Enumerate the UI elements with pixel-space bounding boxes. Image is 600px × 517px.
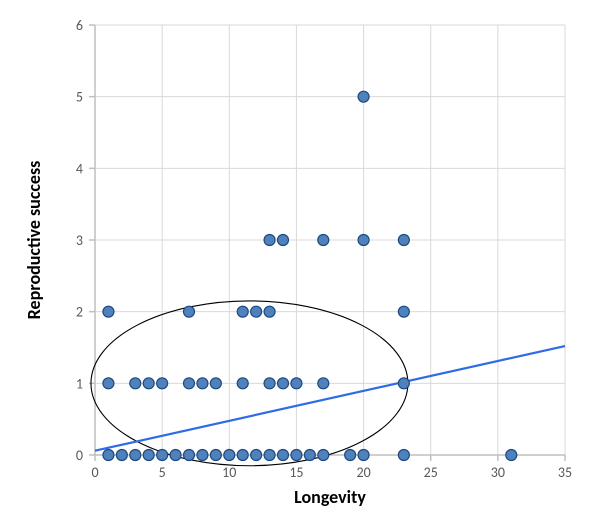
data-point — [103, 378, 114, 389]
x-tick-label: 15 — [289, 464, 303, 481]
data-point — [224, 450, 235, 461]
x-tick-label: 25 — [424, 464, 438, 481]
data-point — [398, 306, 409, 317]
data-point — [345, 450, 356, 461]
data-point — [506, 450, 517, 461]
data-point — [184, 378, 195, 389]
data-point — [278, 378, 289, 389]
chart-bg — [0, 0, 600, 517]
data-point — [398, 450, 409, 461]
data-point — [278, 450, 289, 461]
data-point — [210, 450, 221, 461]
chart-svg: 0 5 10 15 20 25 30 35 0 1 2 3 4 5 6 Longevity Reproducti… — [0, 0, 600, 517]
data-point — [264, 378, 275, 389]
y-tick-label: 0 — [76, 447, 83, 464]
data-point — [210, 378, 221, 389]
x-tick-label: 10 — [222, 464, 236, 481]
data-point — [278, 235, 289, 246]
y-tick-label: 3 — [76, 232, 83, 249]
data-point — [130, 450, 141, 461]
data-point — [398, 235, 409, 246]
data-point — [143, 378, 154, 389]
y-tick-label: 2 — [76, 304, 83, 321]
y-tick-label: 4 — [76, 160, 83, 177]
data-point — [358, 91, 369, 102]
data-point — [398, 378, 409, 389]
data-point — [237, 378, 248, 389]
y-tick-label: 6 — [76, 17, 83, 34]
data-point — [197, 450, 208, 461]
data-point — [251, 306, 262, 317]
x-axis-label: Longevity — [294, 486, 366, 508]
data-point — [130, 378, 141, 389]
data-point — [157, 378, 168, 389]
data-point — [237, 306, 248, 317]
data-point — [264, 306, 275, 317]
y-tick-label: 1 — [76, 375, 83, 392]
data-point — [251, 450, 262, 461]
data-point — [291, 450, 302, 461]
y-tick-label: 5 — [76, 89, 83, 106]
data-point — [264, 450, 275, 461]
data-point — [358, 450, 369, 461]
x-tick-label: 30 — [491, 464, 505, 481]
data-point — [170, 450, 181, 461]
x-tick-label: 35 — [558, 464, 572, 481]
data-point — [116, 450, 127, 461]
data-point — [103, 450, 114, 461]
scatter-chart: 0 5 10 15 20 25 30 35 0 1 2 3 4 5 6 Longevity Reproducti… — [0, 0, 600, 517]
data-point — [143, 450, 154, 461]
data-point — [358, 235, 369, 246]
x-tick-label: 20 — [356, 464, 370, 481]
data-point — [157, 450, 168, 461]
data-point — [237, 450, 248, 461]
data-point — [184, 306, 195, 317]
data-point — [318, 378, 329, 389]
data-point — [197, 378, 208, 389]
data-point — [264, 235, 275, 246]
data-point — [304, 450, 315, 461]
x-tick-label: 0 — [91, 464, 98, 481]
data-point — [184, 450, 195, 461]
data-point — [318, 450, 329, 461]
y-axis-label: Reproductive success — [23, 161, 45, 320]
data-point — [318, 235, 329, 246]
data-point — [291, 378, 302, 389]
data-point — [103, 306, 114, 317]
x-tick-label: 5 — [159, 464, 166, 481]
